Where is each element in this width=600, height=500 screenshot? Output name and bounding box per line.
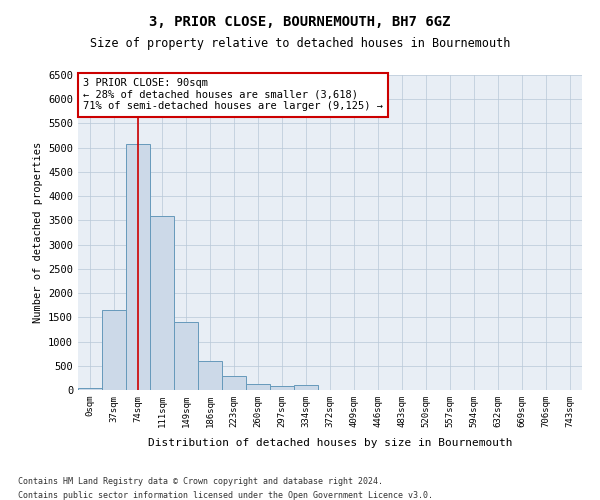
Bar — [102, 310, 126, 390]
Bar — [150, 216, 174, 390]
Bar — [222, 376, 246, 390]
Bar — [294, 385, 318, 390]
Bar — [246, 384, 270, 390]
Bar — [198, 361, 222, 390]
Text: Size of property relative to detached houses in Bournemouth: Size of property relative to detached ho… — [90, 38, 510, 51]
Y-axis label: Number of detached properties: Number of detached properties — [32, 142, 43, 323]
Text: 3, PRIOR CLOSE, BOURNEMOUTH, BH7 6GZ: 3, PRIOR CLOSE, BOURNEMOUTH, BH7 6GZ — [149, 15, 451, 29]
Text: Contains HM Land Registry data © Crown copyright and database right 2024.: Contains HM Land Registry data © Crown c… — [18, 478, 383, 486]
Bar — [270, 386, 294, 390]
Bar — [174, 322, 198, 390]
Text: Contains public sector information licensed under the Open Government Licence v3: Contains public sector information licen… — [18, 491, 433, 500]
Bar — [126, 144, 150, 390]
Text: 3 PRIOR CLOSE: 90sqm
← 28% of detached houses are smaller (3,618)
71% of semi-de: 3 PRIOR CLOSE: 90sqm ← 28% of detached h… — [83, 78, 383, 112]
Bar — [78, 388, 102, 390]
X-axis label: Distribution of detached houses by size in Bournemouth: Distribution of detached houses by size … — [148, 438, 512, 448]
